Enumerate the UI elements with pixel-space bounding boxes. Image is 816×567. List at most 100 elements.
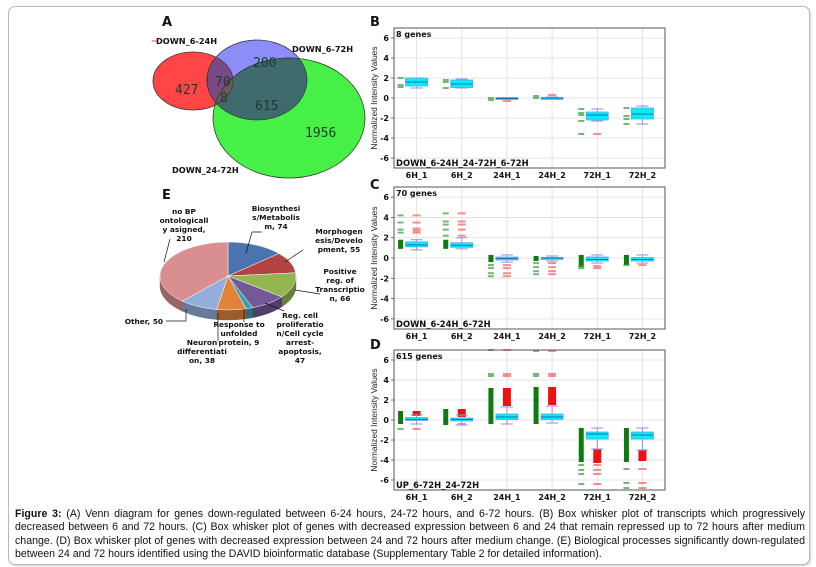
venn-count-all-three: 8 <box>220 91 228 106</box>
box-group <box>397 411 428 430</box>
box-iqr <box>585 256 609 262</box>
red-outlier <box>593 133 602 135</box>
y-tick-label: 6 <box>383 193 389 202</box>
pie-label-line: Transcriptio <box>315 285 365 294</box>
pie-label-line: m, 74 <box>264 222 287 231</box>
y-tick-label: -4 <box>380 134 389 143</box>
box-group <box>533 94 564 100</box>
green-outlier <box>397 428 404 430</box>
pie-slice <box>227 241 280 277</box>
green-outlier <box>623 487 630 489</box>
green-outlier <box>533 373 540 375</box>
pie-label-line: no BP <box>172 207 197 216</box>
box-group <box>533 350 564 424</box>
green-outlier <box>623 482 630 484</box>
green-outlier <box>442 81 449 83</box>
green-outlier <box>623 115 630 117</box>
y-tick-label: -6 <box>380 154 389 163</box>
pie-label-line: differentiati <box>177 347 227 356</box>
green-outlier <box>397 231 404 234</box>
y-tick-label: 2 <box>383 396 389 405</box>
green-outlier <box>623 264 630 267</box>
pie-label-line: 47 <box>295 356 305 365</box>
green-outlier <box>578 120 585 122</box>
y-tick-label: -4 <box>380 456 389 465</box>
green-outlier <box>623 118 630 120</box>
red-outlier <box>638 468 647 470</box>
green-outlier <box>487 267 494 270</box>
pie-label-line: proliferatio <box>276 320 323 329</box>
red-outlier <box>548 94 557 96</box>
venn-outline-blue <box>206 39 308 121</box>
red-outlier <box>412 214 421 217</box>
panel-letter-e: E <box>162 188 171 203</box>
green-outlier <box>397 77 404 79</box>
green-outlier <box>397 84 404 86</box>
x-tick-label: 72H_2 <box>629 493 656 502</box>
plot-footer-label: DOWN_6-24H_6-72H <box>396 319 491 329</box>
venn-count-6-24-and-6-72: 70 <box>215 75 231 90</box>
plot-title: 70 genes <box>396 189 437 198</box>
box-group <box>623 254 654 267</box>
green-outlier <box>487 264 494 267</box>
green-outlier <box>578 265 585 268</box>
pie-leader-line <box>245 231 262 254</box>
green-sample-bar <box>398 239 404 249</box>
panel-letter-c: C <box>370 178 380 193</box>
figure-caption: Figure 3: (A) Venn diagram for genes dow… <box>15 508 805 562</box>
green-outlier <box>442 220 449 223</box>
green-sample-bar <box>443 239 449 249</box>
green-sample-bar <box>398 411 404 424</box>
y-tick-label: -2 <box>380 114 389 123</box>
green-outlier <box>533 266 540 269</box>
green-outlier <box>487 99 494 101</box>
red-outlier <box>502 375 511 377</box>
y-tick-label: -2 <box>380 436 389 445</box>
box-group <box>487 254 519 278</box>
red-outlier <box>638 487 647 489</box>
red-outlier <box>502 264 511 267</box>
y-tick-label: 4 <box>383 376 389 385</box>
red-outlier <box>502 272 511 275</box>
y-axis-label: Normalized Intensity Values <box>369 206 379 309</box>
venn-count-only-6-24: 427 <box>175 83 198 98</box>
red-outlier <box>412 221 421 224</box>
y-tick-label: -6 <box>380 476 389 485</box>
x-tick-label: 24H_2 <box>538 332 565 341</box>
venn-label-down-24-72: DOWN_24-72H <box>172 165 239 175</box>
red-outlier <box>548 270 557 273</box>
red-outlier <box>412 428 421 430</box>
green-outlier <box>487 375 494 377</box>
pie-label-line: reg. of <box>326 276 354 285</box>
pie-slice <box>159 241 229 302</box>
y-tick-label: 2 <box>383 74 389 83</box>
green-outlier <box>533 270 540 273</box>
caption-text: (A) Venn diagram for genes down-regulate… <box>15 508 806 561</box>
pie-label-line: on, 38 <box>189 356 215 365</box>
pie-label-line: esis/Develo <box>315 236 363 245</box>
y-axis-label: Normalized Intensity Values <box>369 368 379 471</box>
venn-count-only-6-72: 200 <box>253 56 276 71</box>
y-tick-label: 2 <box>383 234 389 243</box>
pie-label-line: Positive <box>323 267 356 276</box>
x-tick-label: 24H_2 <box>538 171 565 180</box>
pie-label-line: y asigned, <box>163 225 206 234</box>
x-tick-label: 24H_1 <box>493 493 521 502</box>
box-group <box>533 255 564 276</box>
pie-leader-line <box>294 289 321 295</box>
red-outlier <box>502 373 511 375</box>
red-sample-bar <box>548 387 557 405</box>
y-tick-label: 4 <box>383 54 389 63</box>
red-outlier <box>638 264 647 267</box>
y-tick-label: -4 <box>380 295 389 304</box>
panel-letter-d: D <box>370 338 381 353</box>
green-outlier <box>533 350 540 352</box>
x-tick-label: 6H_1 <box>406 332 428 341</box>
red-outlier <box>412 227 421 230</box>
green-sample-bar <box>533 255 539 262</box>
box-group <box>578 427 609 485</box>
pie-leader-line <box>166 309 187 322</box>
red-outlier <box>502 100 511 102</box>
